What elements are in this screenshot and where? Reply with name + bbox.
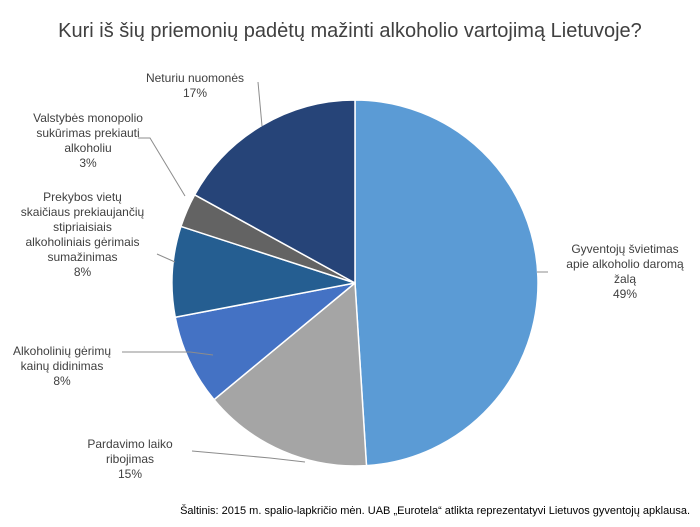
leader-line-pardavimo-laiko [191,450,306,463]
slice-label-pardavimo-laiko: Pardavimo laiko ribojimas 15% [87,437,173,481]
source-note: Šaltinis: 2015 m. spalio-lapkričio mėn. … [180,505,690,517]
slice-label-gyventoju-svietimas: Gyventojų švietimas apie alkoholio darom… [566,242,684,301]
slice-label-kainu-didinimas: Alkoholinių gėrimų kainų didinimas 8% [12,344,112,388]
leader-line-prekybos-vietu [156,253,176,263]
pie-slice-prekybos-vietu [171,225,356,319]
pie-slice-gyventoju-svietimas [354,99,539,467]
pie-slice-pardavimo-laiko [212,281,368,467]
chart-title: Kuri iš šių priemonių padėtų mažinti alk… [58,20,642,42]
slice-label-valstybes-monopolio: Valstybės monopolio sukūrimas prekiauti … [33,111,143,170]
slice-label-prekybos-vietu: Prekybos vietų skaičiaus prekiaujančių s… [20,190,145,279]
leader-line-valstybes-monopolio [138,137,186,197]
pie-slice-kainu-didinimas [174,282,356,401]
leader-line-neturiu-nuomones [257,81,263,127]
slice-label-neturiu-nuomones: Neturiu nuomonės 17% [145,71,245,100]
leader-line-kainu-didinimas [122,351,214,356]
